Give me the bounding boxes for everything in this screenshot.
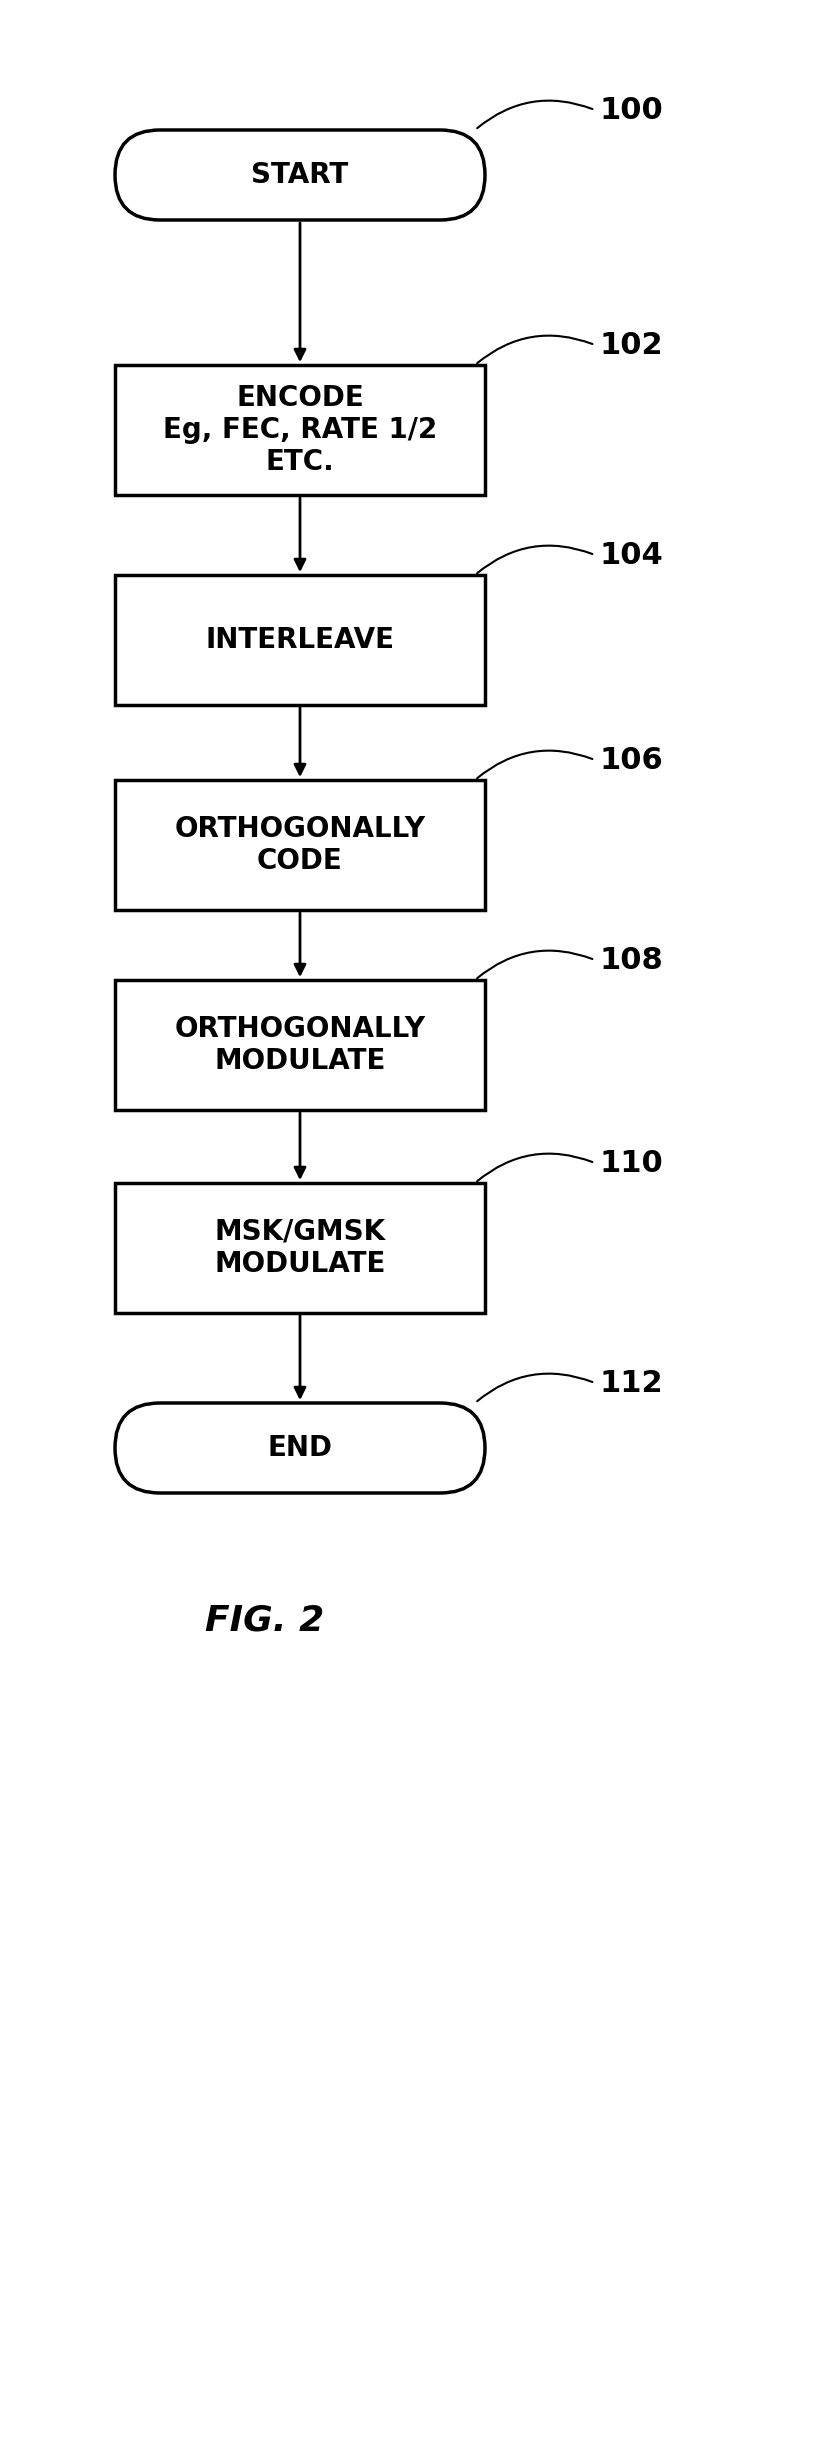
- Text: MSK/GMSK
MODULATE: MSK/GMSK MODULATE: [214, 1217, 386, 1278]
- Text: 100: 100: [600, 95, 664, 124]
- FancyBboxPatch shape: [115, 129, 485, 220]
- Text: START: START: [251, 161, 349, 188]
- Text: 112: 112: [600, 1368, 663, 1398]
- Bar: [115, 780, 485, 910]
- Bar: [115, 576, 485, 705]
- Text: INTERLEAVE: INTERLEAVE: [206, 627, 394, 654]
- Text: 106: 106: [600, 746, 664, 776]
- Bar: [115, 366, 485, 495]
- Bar: [115, 980, 485, 1110]
- Text: 102: 102: [600, 332, 663, 359]
- Text: ORTHOGONALLY
MODULATE: ORTHOGONALLY MODULATE: [174, 1015, 425, 1076]
- Text: ORTHOGONALLY
CODE: ORTHOGONALLY CODE: [174, 815, 425, 876]
- Bar: [115, 1183, 485, 1312]
- Text: 110: 110: [600, 1149, 664, 1178]
- Text: END: END: [267, 1434, 332, 1461]
- FancyBboxPatch shape: [115, 1402, 485, 1493]
- Text: FIG. 2: FIG. 2: [206, 1602, 324, 1637]
- Text: 108: 108: [600, 946, 664, 976]
- Text: 104: 104: [600, 541, 664, 568]
- Text: ENCODE
Eg, FEC, RATE 1/2
ETC.: ENCODE Eg, FEC, RATE 1/2 ETC.: [163, 383, 437, 476]
